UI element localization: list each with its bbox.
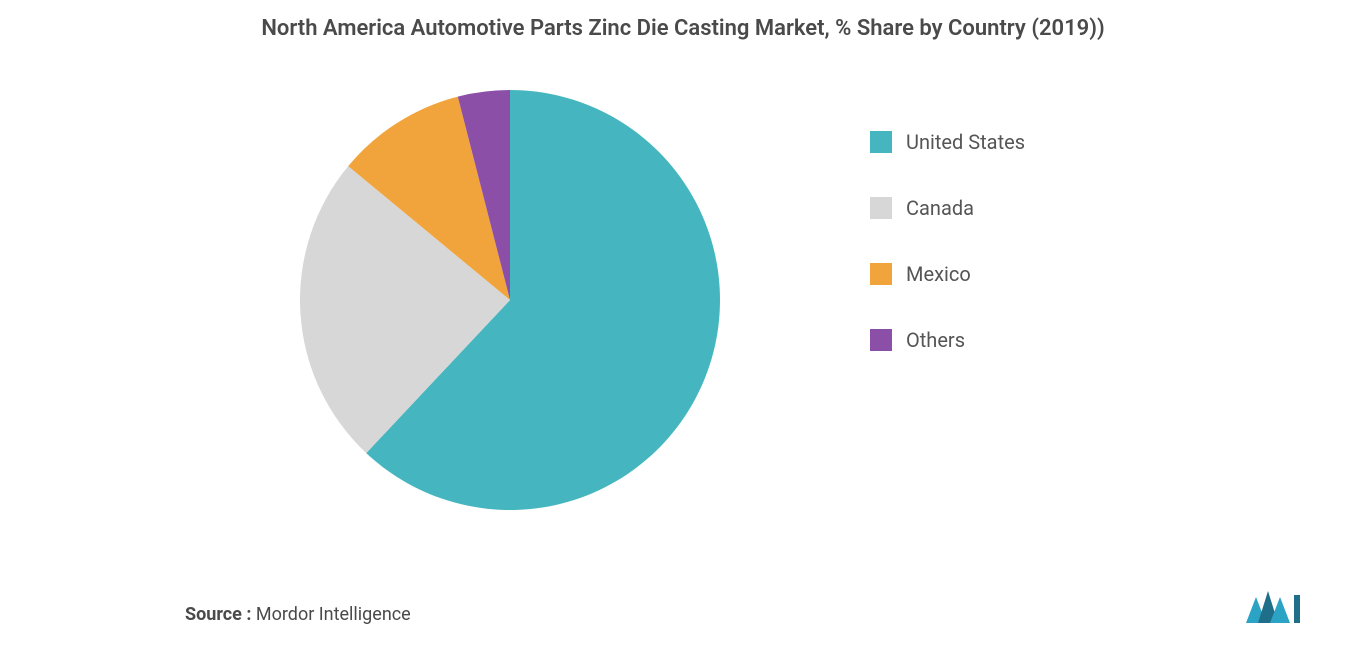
legend-swatch-icon <box>870 263 892 285</box>
legend-label: United States <box>906 130 1025 154</box>
mordor-logo-icon <box>1246 589 1306 625</box>
legend-label: Others <box>906 328 965 352</box>
legend-label: Mexico <box>906 262 971 286</box>
source-name: Mordor Intelligence <box>256 604 411 625</box>
chart-container: North America Automotive Parts Zinc Die … <box>0 0 1366 655</box>
legend-item-canada: Canada <box>870 196 1025 220</box>
chart-title: North America Automotive Parts Zinc Die … <box>0 16 1366 41</box>
legend-swatch-icon <box>870 197 892 219</box>
source-attribution: Source : Mordor Intelligence <box>185 604 411 625</box>
legend-item-mexico: Mexico <box>870 262 1025 286</box>
pie-chart <box>280 70 740 530</box>
legend-swatch-icon <box>870 329 892 351</box>
legend-item-us: United States <box>870 130 1025 154</box>
legend-item-others: Others <box>870 328 1025 352</box>
legend: United States Canada Mexico Others <box>870 130 1025 352</box>
legend-swatch-icon <box>870 131 892 153</box>
legend-label: Canada <box>906 196 974 220</box>
source-label: Source : <box>185 604 251 625</box>
